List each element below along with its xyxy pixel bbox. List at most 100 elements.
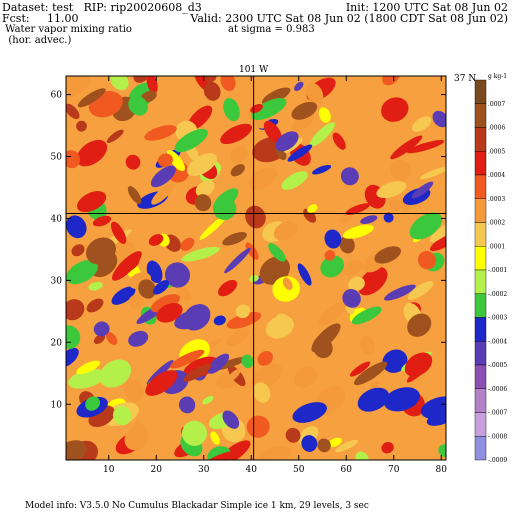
colorbar-swatch <box>474 198 487 223</box>
colorbar-label: .0004 <box>488 172 505 179</box>
colorbar-swatch <box>474 388 487 413</box>
contour-blob <box>112 251 142 281</box>
contour-blob <box>273 221 298 241</box>
contour-blob <box>349 361 371 377</box>
contour-blob <box>235 304 251 319</box>
contour-blob <box>138 279 156 299</box>
colorbar-swatch <box>474 364 487 389</box>
contour-blob <box>381 97 409 122</box>
contour-blob <box>145 370 178 396</box>
contour-blob <box>382 76 401 86</box>
colorbar-swatch <box>474 317 487 342</box>
contour-blob <box>218 279 238 297</box>
contour-blob <box>245 205 266 229</box>
contour-blob <box>348 276 365 292</box>
contour-blob <box>194 194 212 212</box>
colorbar-label: .0003 <box>488 196 505 203</box>
contour-blob <box>261 87 291 105</box>
contour-blob <box>125 154 141 170</box>
contour-blob <box>88 281 103 291</box>
x-tick-label: 40 <box>246 465 258 475</box>
contour-blob <box>318 301 347 326</box>
x-tick-label: 70 <box>388 465 400 475</box>
contour-blob <box>227 368 241 382</box>
colorbar-swatch <box>474 246 487 271</box>
colorbar-label: -.0008 <box>488 433 507 440</box>
contour-blob <box>360 215 378 224</box>
contour-blob <box>265 315 294 339</box>
contour-blob <box>318 107 331 123</box>
contour-blob <box>186 153 218 177</box>
colorbar-label: .0001 <box>488 243 505 250</box>
contour-blob <box>230 146 249 164</box>
contour-blob <box>76 360 101 375</box>
colorbar-swatch <box>474 222 487 247</box>
colorbar-label: -.0009 <box>488 457 507 464</box>
contour-blob <box>411 181 434 199</box>
contour-blob <box>93 334 106 344</box>
x-tick-label: 30 <box>198 465 210 475</box>
x-tick-label: 60 <box>341 465 353 475</box>
contour-blob <box>432 110 446 128</box>
contour-blob <box>202 395 214 405</box>
x-axis: 10 20 30 40 50 60 70 80 <box>103 76 447 475</box>
contour-blob <box>324 250 336 261</box>
contour-blob <box>263 120 282 144</box>
contour-blob <box>390 135 423 160</box>
contour-blob <box>384 284 416 301</box>
contour-blob <box>305 82 324 105</box>
contour-blob <box>339 235 355 254</box>
colorbar-label: -.0005 <box>488 362 507 369</box>
contour-blob <box>353 361 388 386</box>
contour-blob <box>285 427 301 443</box>
contour-blob <box>71 244 85 257</box>
contour-blob <box>342 224 374 239</box>
colorbar-swatch <box>474 79 487 104</box>
contour-blob <box>128 95 148 116</box>
contour-blob <box>382 349 408 373</box>
x-tick-label: 20 <box>151 465 163 475</box>
sigma-line: at sigma = 0.983 <box>228 24 315 35</box>
colorbar-swatch <box>474 293 487 318</box>
contour-blob <box>317 438 331 453</box>
contour-blob <box>222 410 240 429</box>
contour-blob <box>226 328 250 346</box>
contour-blob <box>124 426 150 451</box>
contour-blob <box>66 150 80 169</box>
colorbar-unit: g kg-1 <box>488 73 507 80</box>
contour-blob <box>175 284 192 301</box>
contour-blob <box>174 309 208 330</box>
contour-blob <box>148 234 164 246</box>
contour-blob <box>66 215 87 239</box>
contour-blob <box>150 165 176 188</box>
y-tick-label: 40 <box>51 214 63 224</box>
contour-blob <box>195 180 215 197</box>
contour-blob <box>77 191 107 213</box>
contour-blob <box>66 103 80 120</box>
x-tick-label: 50 <box>293 465 305 475</box>
colorbar-label: -.0007 <box>488 410 507 417</box>
colorbar-label: .0006 <box>488 125 505 132</box>
y-axis: 10 20 30 40 50 60 <box>51 91 446 410</box>
contour-blob <box>351 306 382 325</box>
contour-blob <box>128 330 149 347</box>
colorbar-label: -.0002 <box>488 291 507 298</box>
contour-blob <box>241 354 254 369</box>
contour-blob <box>85 396 100 411</box>
contour-blob <box>66 440 87 460</box>
colorbar-label: -.0004 <box>488 338 507 345</box>
contour-blob <box>357 387 390 412</box>
contour-blob <box>374 246 401 264</box>
y-tick-label: 20 <box>51 338 63 348</box>
contour-blob <box>220 123 253 145</box>
colorbar-label: -.0001 <box>488 267 507 274</box>
contour-blob <box>203 81 221 101</box>
contour-blob <box>281 171 308 190</box>
contour-blob <box>409 212 443 240</box>
contour-blob <box>406 139 445 154</box>
contour-blob <box>151 182 175 205</box>
contour-blob <box>207 353 230 374</box>
contour-blob <box>181 246 220 262</box>
contour-blob <box>429 223 446 243</box>
